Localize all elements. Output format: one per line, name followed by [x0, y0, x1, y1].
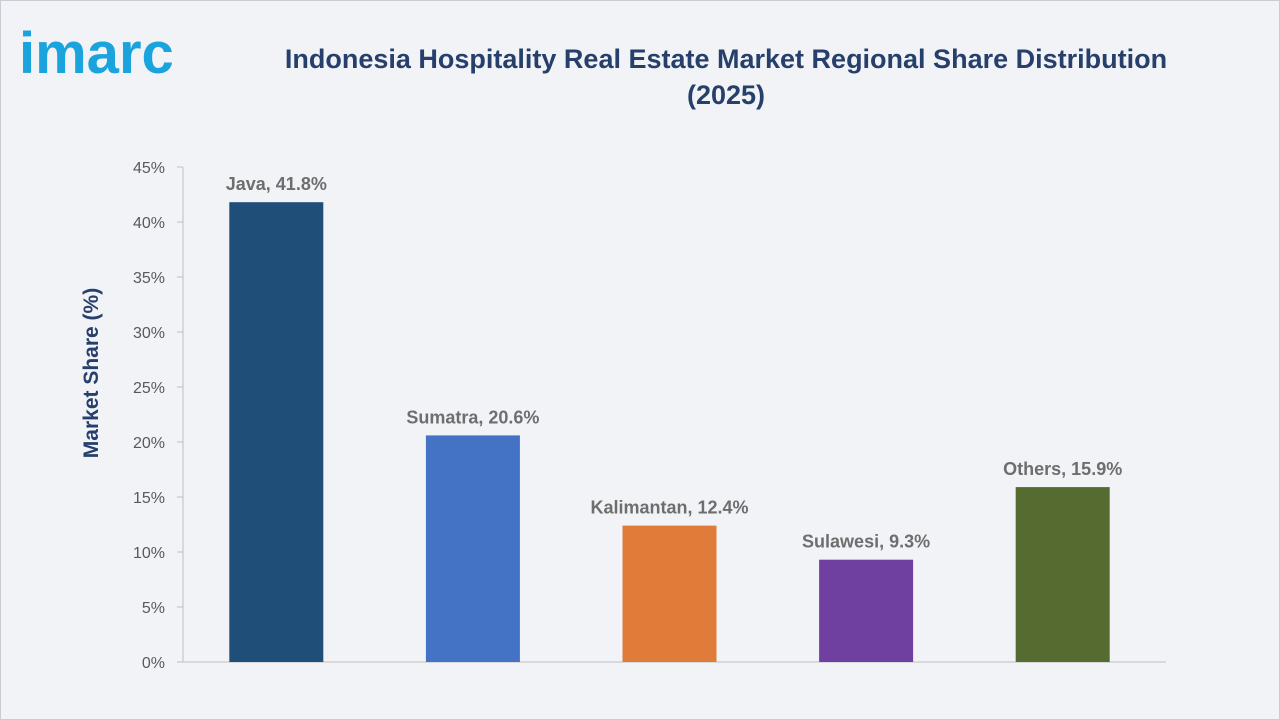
chart-title-line-2: (2025)	[686, 80, 766, 110]
y-tick-label: 5%	[142, 600, 165, 617]
y-tick-label: 10%	[133, 545, 165, 562]
y-tick-label: 30%	[133, 325, 165, 342]
chart-title-line-1: Indonesia Hospitality Real Estate Market…	[284, 44, 1168, 74]
data-label-java: Java, 41.8%	[226, 174, 327, 194]
data-label-sulawesi: Sulawesi, 9.3%	[802, 532, 930, 552]
bar-others	[1015, 487, 1110, 662]
y-tick-label: 15%	[133, 490, 165, 507]
bar-java	[229, 202, 324, 662]
bar-sulawesi	[819, 559, 914, 662]
chart-title: Indonesia Hospitality Real Estate Market…	[251, 41, 1201, 113]
y-tick-label: 40%	[133, 215, 165, 232]
data-label-others: Others, 15.9%	[1003, 459, 1122, 479]
logo-text: imarc	[19, 21, 174, 85]
axes: 0% 5% 10% 15% 20% 25% 30% 35% 40% 45%	[133, 160, 1166, 672]
y-tick-label: 0%	[142, 655, 165, 672]
data-label-kalimantan: Kalimantan, 12.4%	[590, 498, 748, 518]
bar-sumatra	[425, 435, 520, 662]
data-labels: Java, 41.8% Sumatra, 20.6% Kalimantan, 12.…	[226, 174, 1122, 552]
data-label-sumatra: Sumatra, 20.6%	[406, 407, 539, 427]
y-tick-label: 25%	[133, 380, 165, 397]
y-axis-label: Market Share (%)	[80, 288, 103, 458]
imarc-logo: imarc	[19, 21, 174, 85]
y-tick-label: 45%	[133, 160, 165, 177]
y-tick-label: 20%	[133, 435, 165, 452]
y-tick-label: 35%	[133, 270, 165, 287]
bars	[229, 202, 1110, 662]
bar-kalimantan	[622, 525, 717, 662]
